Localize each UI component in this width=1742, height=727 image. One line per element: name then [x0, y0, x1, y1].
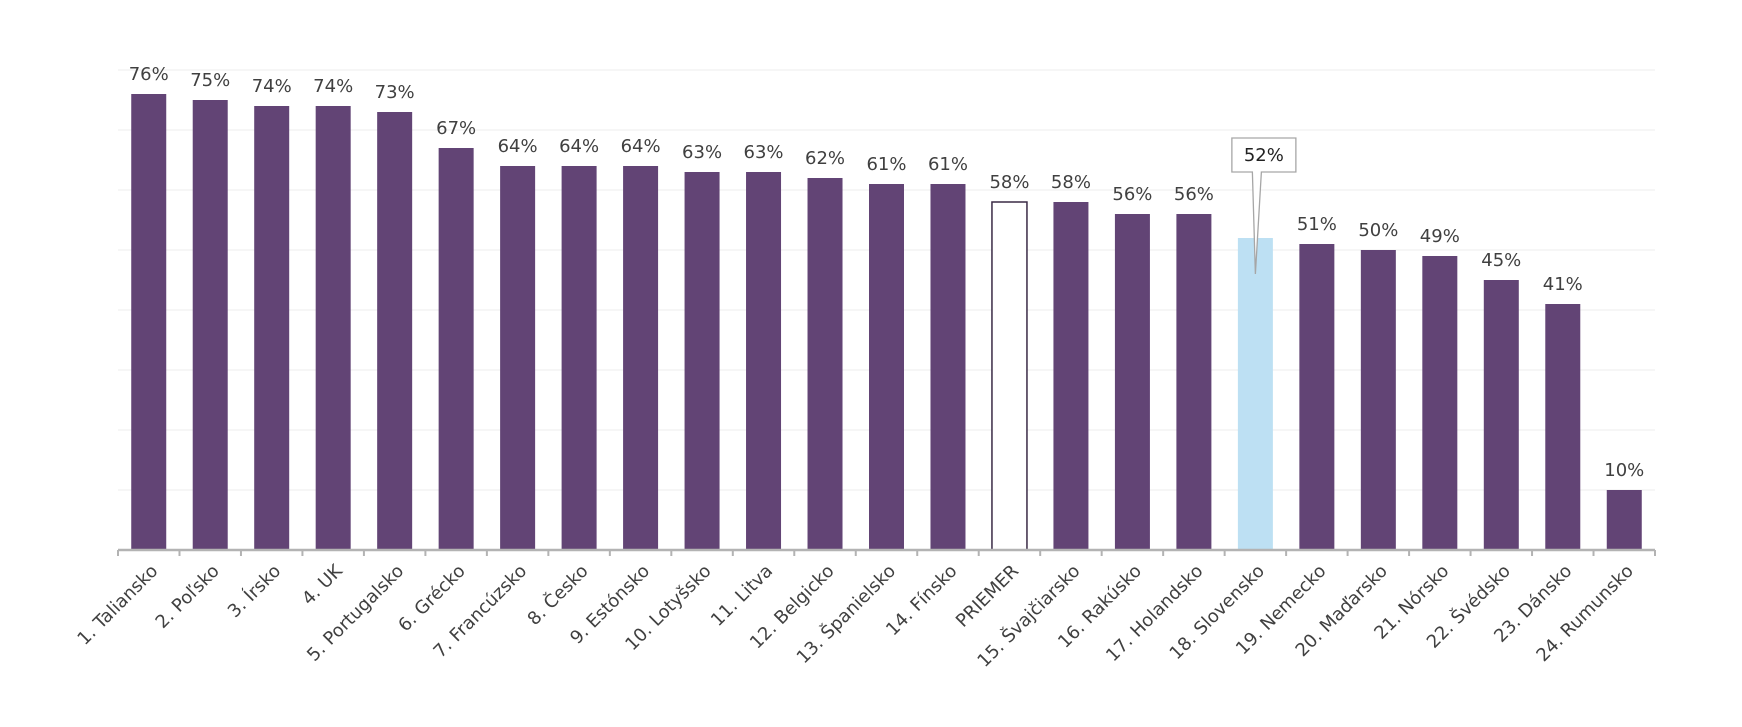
value-label: 75% [190, 70, 230, 91]
value-label: 62% [805, 148, 845, 169]
bar [192, 100, 228, 550]
bar [377, 112, 413, 550]
value-label: 61% [866, 154, 906, 175]
callout: 52% [1231, 137, 1297, 275]
value-label: 73% [375, 82, 415, 103]
bar [1360, 250, 1396, 550]
value-label: 56% [1112, 184, 1152, 205]
bar [1299, 244, 1335, 550]
value-label: 63% [682, 142, 722, 163]
bar [254, 106, 290, 550]
bar [131, 94, 167, 550]
bar [1114, 214, 1150, 550]
value-label: 64% [621, 136, 661, 157]
value-label: 41% [1543, 274, 1583, 295]
value-label: 58% [1051, 172, 1091, 193]
value-label: 51% [1297, 214, 1337, 235]
bar [746, 172, 782, 550]
x-tick-label: 15. Švajčiarsko [973, 560, 1085, 672]
value-label: 45% [1481, 250, 1521, 271]
bar [561, 166, 597, 550]
x-axis [117, 548, 1656, 556]
bar [869, 184, 904, 550]
value-label: 50% [1358, 220, 1398, 241]
callout-box [1231, 137, 1297, 275]
value-label: 74% [313, 76, 353, 97]
highlight-bar [1237, 238, 1273, 550]
bar [438, 148, 474, 550]
average-bar [991, 201, 1028, 551]
value-label: 58% [989, 172, 1029, 193]
x-tick-label: 3. Írsko [223, 560, 285, 622]
value-label: 61% [928, 154, 968, 175]
value-label: 49% [1420, 226, 1460, 247]
bar [1483, 280, 1519, 550]
value-labels: 76% 75% 74% 74% 73% 67% 64% 64% 64% 63% 63% 62% 61% 6… [129, 64, 1645, 481]
bar [930, 184, 966, 550]
bar [1176, 214, 1212, 550]
x-tick-label: 1. Taliansko [73, 561, 162, 650]
bars [131, 94, 1642, 551]
bar [1422, 256, 1458, 550]
bar [807, 178, 843, 550]
x-tick-label: 4. UK [298, 560, 348, 610]
value-label: 67% [436, 118, 476, 139]
callout-value-label: 52% [1244, 145, 1284, 166]
bar [1053, 202, 1089, 550]
bar [315, 106, 351, 550]
value-label: 76% [129, 64, 169, 85]
bar [1606, 490, 1642, 550]
x-tick-label: 2. Poľsko [152, 561, 224, 633]
bar [684, 172, 720, 550]
value-label: 56% [1174, 184, 1214, 205]
value-label: 10% [1604, 460, 1644, 481]
bar [500, 166, 536, 550]
value-label: 64% [559, 136, 599, 157]
value-label: 63% [744, 142, 784, 163]
value-label: 74% [252, 76, 292, 97]
bar [1545, 304, 1581, 550]
value-label: 64% [498, 136, 538, 157]
bar [623, 166, 659, 550]
